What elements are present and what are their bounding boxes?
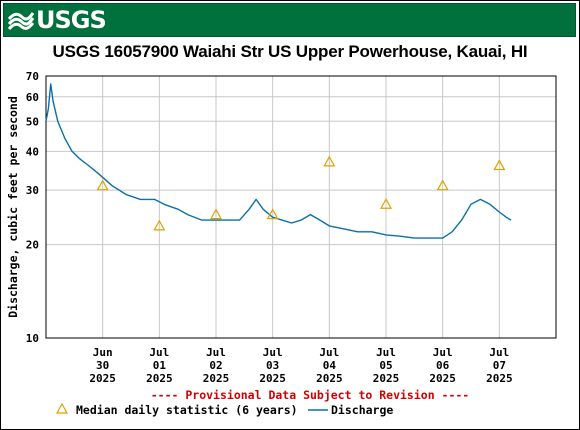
x-tick-label: 2025 [429,372,456,385]
x-tick-label: 02 [209,359,222,372]
legend-median-marker [55,402,69,414]
x-tick-label: 06 [436,359,450,372]
x-tick-label: 2025 [89,372,116,385]
x-tick-label: Jul [489,346,509,359]
legend-discharge-label: Discharge [331,403,393,417]
y-tick-label: 30 [26,184,39,197]
y-tick-label: 10 [26,332,39,345]
usgs-logo-text: USGS [36,6,107,34]
usgs-header-bar: USGS [3,3,576,37]
y-tick-label: 40 [26,145,39,158]
y-tick-label: 50 [26,115,39,128]
usgs-wave-icon [8,12,34,31]
x-tick-label: 03 [266,359,279,372]
plot-border [45,75,557,339]
x-tick-label: Jul [319,346,339,359]
median-marker [209,208,223,220]
x-tick-label: Jul [149,346,169,359]
x-tick-label: 2025 [316,372,343,385]
median-marker [379,198,393,209]
usgs-logo[interactable]: USGS [8,6,107,34]
median-marker [436,179,449,191]
median-marker [323,155,336,167]
x-tick-label: 2025 [373,372,400,385]
x-tick-label: 2025 [146,372,173,385]
x-tick-label: Jul [206,346,226,359]
x-tick-label: 05 [379,359,392,372]
x-tick-label: Jul [263,346,283,359]
legend-median-label: Median daily statistic (6 years) [76,403,298,417]
y-axis-label: Discharge, cubic feet per second [6,96,20,318]
median-marker [96,179,109,191]
x-tick-label: 2025 [486,372,513,385]
x-tick-label: 07 [493,359,506,372]
y-tick-label: 70 [26,70,39,83]
median-marker [493,159,506,171]
plot-area [46,76,556,338]
median-marker [153,219,166,231]
x-tick-label: 2025 [203,372,230,385]
x-tick-label: 04 [323,359,337,372]
chart-title: USGS 16057900 Waiahi Str US Upper Powerh… [52,42,528,61]
x-tick-label: Jul [433,346,453,359]
median-marker [266,208,279,220]
x-tick-label: 2025 [259,372,286,385]
y-tick-label: 60 [26,91,39,104]
discharge-series-line [45,83,512,239]
x-tick-label: Jun [93,346,113,359]
provisional-note: ---- Provisional Data Subject to Revisio… [151,388,470,402]
y-tick-label: 20 [26,239,39,252]
x-tick-label: 01 [153,359,167,372]
x-tick-label: 30 [96,359,109,372]
x-tick-label: Jul [376,346,396,359]
